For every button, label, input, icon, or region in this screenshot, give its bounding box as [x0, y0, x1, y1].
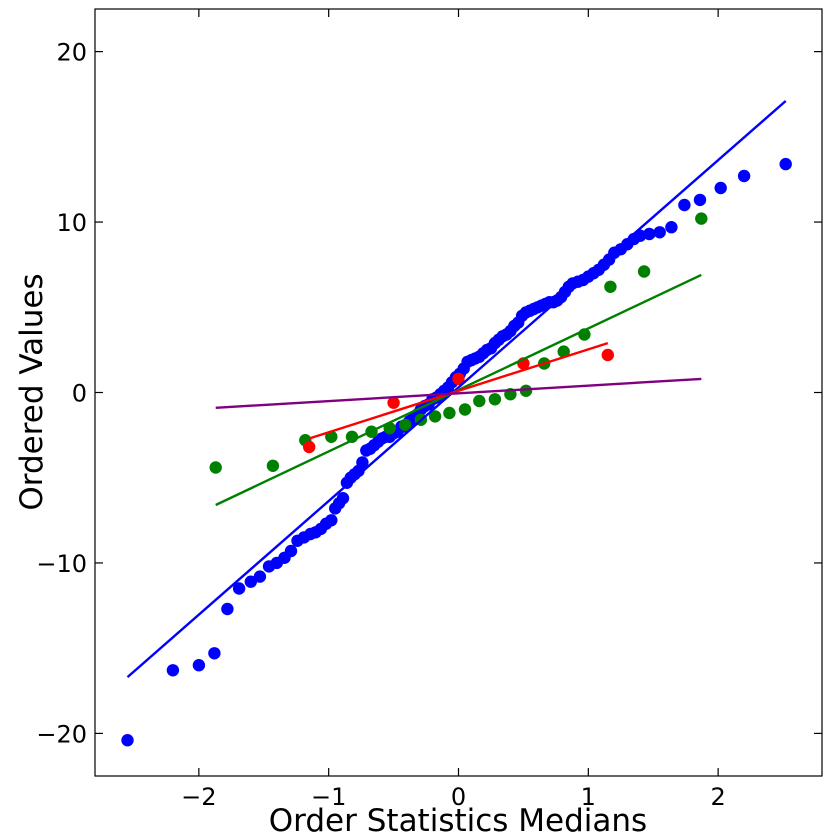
- x-tick-label: 0: [451, 783, 466, 811]
- blue-point: [714, 181, 727, 195]
- blue-point: [244, 575, 257, 588]
- blue-point: [284, 544, 298, 558]
- blue-point: [356, 456, 369, 469]
- green-point: [266, 459, 280, 472]
- x-tick-label: −2: [181, 783, 216, 811]
- y-axis-label: Ordered Values: [14, 273, 50, 510]
- blue-point: [166, 664, 180, 677]
- blue-point: [693, 193, 707, 207]
- green-point: [399, 418, 412, 432]
- x-tick-label: 1: [581, 783, 596, 811]
- blue-point: [221, 602, 234, 616]
- blue-point: [665, 221, 678, 234]
- green-point: [443, 406, 456, 420]
- green-point: [519, 384, 533, 397]
- blue-point: [121, 734, 134, 747]
- green-point: [604, 280, 617, 293]
- red-fit-line: [308, 341, 609, 440]
- green-point: [488, 393, 502, 406]
- red-point: [601, 348, 614, 362]
- blue-fit-line: [126, 100, 787, 679]
- blue-point: [232, 582, 246, 595]
- green-point: [695, 212, 708, 225]
- y-tick-label: −10: [36, 550, 87, 578]
- green-point: [637, 265, 651, 278]
- blue-point: [325, 514, 338, 527]
- green-point: [428, 410, 442, 423]
- plot-marks: [121, 100, 792, 747]
- y-tick-label: −20: [36, 720, 87, 748]
- blue-point: [253, 570, 267, 583]
- green-point: [209, 461, 222, 474]
- green-point: [325, 430, 338, 443]
- blue-point: [192, 659, 206, 672]
- blue-point: [737, 169, 751, 183]
- green-point: [458, 403, 472, 416]
- y-tick-label: 0: [72, 380, 87, 408]
- x-tick-label: 2: [711, 783, 726, 811]
- blue-point: [208, 647, 221, 660]
- red-point: [387, 396, 400, 409]
- red-point: [452, 372, 465, 386]
- x-tick-label: −1: [311, 783, 346, 811]
- y-tick-label: 20: [56, 39, 87, 67]
- blue-point: [336, 492, 350, 505]
- green-point: [557, 345, 570, 358]
- green-point: [473, 394, 486, 408]
- purple-fit-line: [215, 377, 702, 409]
- x-axis-label: Order Statistics Medians: [269, 803, 647, 839]
- y-tick-label: 10: [56, 209, 87, 237]
- blue-point: [653, 226, 666, 239]
- blue-point: [643, 227, 656, 241]
- blue-point: [678, 198, 691, 212]
- red-point: [303, 440, 316, 454]
- blue-point: [779, 157, 792, 171]
